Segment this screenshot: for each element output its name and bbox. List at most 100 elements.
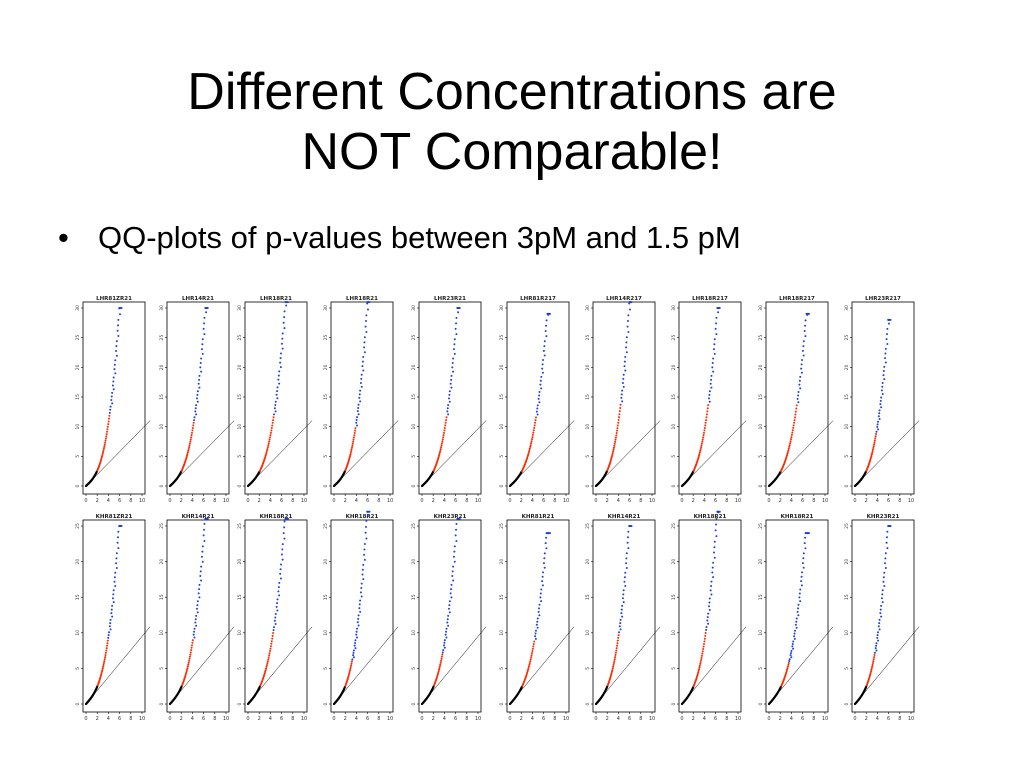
- qq-point: [790, 652, 793, 655]
- qq-point: [703, 431, 706, 434]
- qq-point: [358, 396, 361, 399]
- qq-point: [100, 670, 103, 673]
- y-tick-label: 30: [585, 305, 591, 311]
- qq-point: [443, 646, 446, 649]
- x-tick-label: 2: [606, 498, 609, 504]
- qq-point: [186, 668, 189, 671]
- qq-point: [875, 430, 878, 433]
- qq-panel: KHR14R21 0 5 10 15 20 25 0 2 4 6 8 10: [159, 514, 235, 722]
- qq-point: [366, 308, 369, 311]
- qq-point: [199, 366, 202, 369]
- qq-point: [880, 615, 883, 618]
- qq-point: [115, 552, 118, 555]
- x-tick-label: 8: [725, 498, 728, 504]
- qq-point: [359, 591, 362, 594]
- qq-point: [201, 550, 204, 553]
- qq-point: [187, 449, 190, 452]
- qq-point: [356, 410, 359, 413]
- qq-point: [614, 656, 617, 659]
- qq-point: [279, 366, 282, 369]
- qq-point: [205, 517, 208, 520]
- y-tick-label: 0: [758, 484, 764, 487]
- qq-point: [548, 312, 551, 315]
- qq-point: [619, 406, 622, 409]
- qq-point: [611, 667, 614, 670]
- qq-point: [365, 314, 368, 317]
- qq-point: [702, 645, 705, 648]
- qq-point: [703, 637, 706, 640]
- qq-point: [352, 440, 355, 443]
- y-tick-label: 5: [323, 455, 329, 458]
- qq-point: [540, 600, 543, 603]
- qq-point: [112, 589, 115, 592]
- qq-point: [367, 510, 370, 513]
- qq-point: [269, 434, 272, 437]
- qq-point: [536, 617, 539, 620]
- x-tick-label: 8: [639, 716, 642, 722]
- x-tick-label: 0: [767, 498, 770, 504]
- qq-point: [538, 401, 541, 404]
- qq-point: [282, 321, 285, 324]
- qq-point: [192, 424, 195, 427]
- qq-point: [450, 588, 453, 591]
- qq-point: [875, 649, 878, 652]
- x-tick-label: 0: [508, 498, 511, 504]
- panel-frame: [166, 519, 230, 713]
- qq-point: [360, 587, 363, 590]
- qq-point: [881, 385, 884, 388]
- qq-point: [543, 552, 546, 555]
- qq-point: [793, 421, 796, 424]
- qq-point: [878, 628, 881, 631]
- qq-point: [790, 656, 793, 659]
- panel-title: KHR23R21: [434, 514, 467, 520]
- y-tick-label: 10: [671, 424, 677, 430]
- qq-point: [354, 647, 357, 650]
- qq-point: [367, 301, 370, 304]
- qq-point: [354, 639, 357, 642]
- y-tick-label: 5: [671, 667, 677, 670]
- qq-point: [283, 526, 286, 529]
- qq-point: [884, 567, 887, 570]
- y-tick-label: 20: [159, 364, 165, 370]
- qq-point: [888, 525, 891, 527]
- qq-point: [265, 451, 268, 454]
- qq-point: [533, 426, 536, 429]
- qq-point: [611, 451, 614, 454]
- qq-point: [446, 410, 449, 413]
- qq-panel: LHR23R21 0 5 10 15 20 25 30 0 2 4 6 8 10: [411, 296, 487, 504]
- qq-point: [188, 446, 191, 449]
- qq-point: [188, 657, 191, 660]
- qq-point: [363, 543, 366, 546]
- y-tick-label: 10: [411, 630, 417, 636]
- qq-point: [198, 588, 201, 591]
- qq-point: [445, 419, 448, 422]
- qq-point: [797, 394, 800, 397]
- x-tick-label: 8: [291, 716, 294, 722]
- y-tick-label: 25: [75, 335, 81, 341]
- qq-point: [205, 311, 208, 314]
- qq-point: [698, 668, 701, 671]
- qq-point: [702, 436, 705, 439]
- panel-title: KHR18R21: [694, 514, 727, 520]
- qq-point: [617, 634, 620, 637]
- qq-point: [454, 327, 457, 330]
- x-tick-label: 6: [801, 716, 804, 722]
- qq-point: [625, 341, 628, 344]
- qq-point: [440, 657, 443, 660]
- qq-point: [453, 550, 456, 553]
- qq-point: [448, 390, 451, 393]
- qq-point: [798, 379, 801, 382]
- panel-frame: [506, 301, 570, 495]
- y-tick-label: 25: [671, 523, 677, 529]
- qq-point: [266, 446, 269, 449]
- qq-point: [614, 440, 617, 443]
- qq-point: [197, 382, 200, 385]
- qq-point: [886, 530, 889, 533]
- qq-point: [534, 637, 537, 640]
- qq-point: [880, 597, 883, 600]
- y-tick-label: 20: [844, 559, 850, 565]
- qq-point: [439, 663, 442, 666]
- qq-point: [110, 612, 113, 615]
- qq-point: [186, 454, 189, 457]
- qq-point: [529, 445, 532, 448]
